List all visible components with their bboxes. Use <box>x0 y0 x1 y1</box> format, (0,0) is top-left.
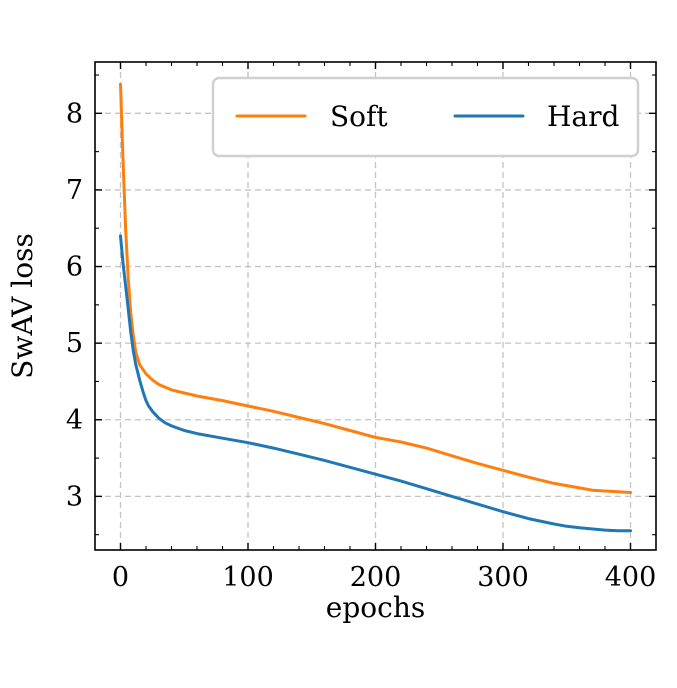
x-axis-label: epochs <box>326 591 425 624</box>
y-tick-label: 3 <box>66 481 83 512</box>
series-lines <box>119 82 632 533</box>
x-tick-label: 300 <box>477 562 529 593</box>
y-axis-label: SwAV loss <box>6 233 39 379</box>
y-tick-label: 4 <box>66 405 83 436</box>
x-tick-label: 100 <box>222 562 274 593</box>
x-tick-label: 200 <box>350 562 402 593</box>
y-tick-label: 6 <box>66 252 83 283</box>
y-tick-label: 5 <box>66 328 83 359</box>
legend-label-soft: Soft <box>330 100 388 133</box>
legend-box <box>211 76 640 158</box>
y-tick-label: 8 <box>66 98 83 129</box>
series-line-hard <box>119 234 632 533</box>
series-line-soft <box>119 82 632 494</box>
y-tick-label: 7 <box>66 175 83 206</box>
legend: Soft Hard <box>211 76 640 158</box>
legend-label-hard: Hard <box>547 100 619 133</box>
axis-ticks: 0 100 200 300 400 3 4 5 6 7 8 <box>66 62 656 593</box>
x-tick-label: 400 <box>605 562 657 593</box>
x-tick-label: 0 <box>112 562 129 593</box>
